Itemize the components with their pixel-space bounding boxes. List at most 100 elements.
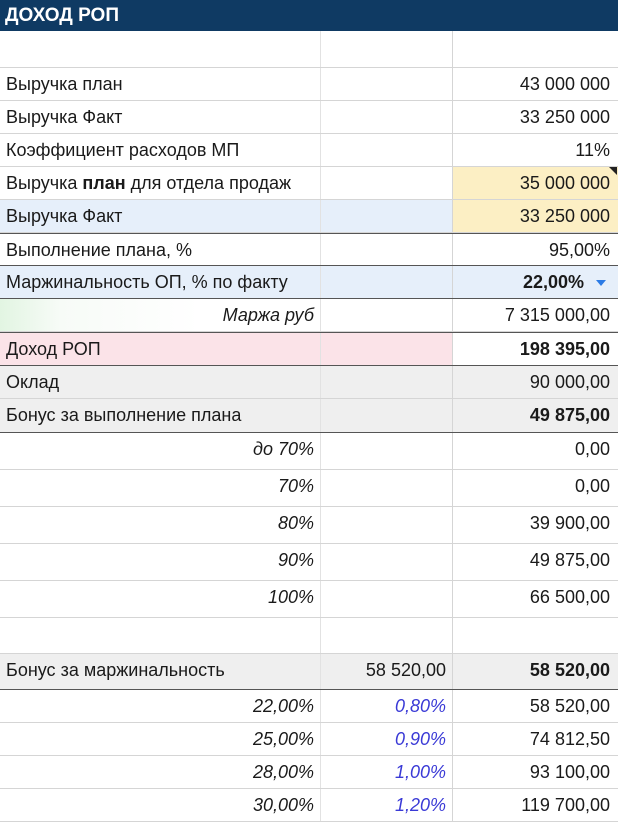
plan-tier-label[interactable]: 70%	[277, 476, 314, 496]
row-margin-pct: Маржинальность ОП, % по факту 22,00%	[0, 266, 618, 299]
margin-tier-rate[interactable]: 1,00%	[320, 756, 452, 788]
plan-tier-value[interactable]: 0,00	[452, 433, 618, 469]
margin-tier-row: 22,00% 0,80% 58 520,00	[0, 690, 618, 723]
margin-tier-label[interactable]: 28,00%	[252, 762, 314, 782]
revenue-plan-label[interactable]: Выручка план	[6, 74, 123, 94]
plan-tier-label[interactable]: до 70%	[253, 439, 314, 459]
cell[interactable]	[320, 266, 452, 298]
revenue-fact-label[interactable]: Выручка Факт	[6, 107, 123, 127]
row-revenue-fact-2: Выручка Факт 33 250 000	[0, 200, 618, 233]
plan-bonus-label[interactable]: Бонус за выполнение плана	[6, 405, 242, 425]
row-plan-exec: Выполнение плана, % 95,00%	[0, 233, 618, 266]
cell[interactable]	[320, 31, 452, 67]
salary-value[interactable]: 90 000,00	[452, 366, 618, 398]
margin-tier-value[interactable]: 119 700,00	[452, 789, 618, 821]
row-margin-bonus: Бонус за маржинальность 58 520,00 58 520…	[0, 654, 618, 690]
sales-plan-label[interactable]: Выручка план для отдела продаж	[0, 167, 320, 199]
cell[interactable]	[320, 618, 452, 653]
cell[interactable]	[452, 31, 618, 67]
margin-tier-rate[interactable]: 0,90%	[320, 723, 452, 755]
revenue-fact-2-value[interactable]: 33 250 000	[452, 200, 618, 232]
plan-tier-row: 80% 39 900,00	[0, 507, 618, 544]
margin-tier-label[interactable]: 22,00%	[252, 696, 314, 716]
plan-tier-row: 70% 0,00	[0, 470, 618, 507]
salary-label[interactable]: Оклад	[6, 372, 60, 392]
margin-pct-dropdown[interactable]: 22,00%	[452, 266, 618, 298]
cell[interactable]	[320, 333, 452, 365]
cell[interactable]	[320, 200, 452, 232]
sales-plan-label-pre: Выручка	[6, 173, 83, 193]
margin-tier-value[interactable]: 58 520,00	[452, 690, 618, 722]
plan-exec-label[interactable]: Выполнение плана, %	[6, 240, 192, 260]
sales-plan-value[interactable]: 35 000 000	[452, 167, 618, 199]
cell[interactable]	[320, 68, 452, 100]
plan-tier-label[interactable]: 90%	[277, 550, 314, 570]
row-salary: Оклад 90 000,00	[0, 366, 618, 399]
margin-tier-rate[interactable]: 1,20%	[320, 789, 452, 821]
margin-tier-row: 25,00% 0,90% 74 812,50	[0, 723, 618, 756]
margin-bonus-label[interactable]: Бонус за маржинальность	[6, 660, 225, 680]
comment-marker-icon	[609, 167, 617, 175]
plan-tier-label[interactable]: 100%	[267, 587, 314, 607]
revenue-plan-value[interactable]: 43 000 000	[452, 68, 618, 100]
margin-bonus-value[interactable]: 58 520,00	[452, 654, 618, 689]
margin-tier-value[interactable]: 93 100,00	[452, 756, 618, 788]
cell[interactable]	[0, 31, 320, 67]
cell[interactable]	[320, 581, 452, 617]
sales-plan-label-post: для отдела продаж	[125, 173, 291, 193]
plan-tier-label[interactable]: 80%	[277, 513, 314, 533]
margin-tier-rate[interactable]: 0,80%	[320, 690, 452, 722]
plan-bonus-value[interactable]: 49 875,00	[452, 399, 618, 432]
margin-bonus-mid-value[interactable]: 58 520,00	[320, 654, 452, 689]
cell[interactable]	[320, 507, 452, 543]
sales-plan-label-bold: план	[82, 173, 126, 193]
margin-rub-label[interactable]: Маржа руб	[222, 305, 314, 325]
revenue-fact-value[interactable]: 33 250 000	[452, 101, 618, 133]
plan-exec-value[interactable]: 95,00%	[452, 234, 618, 265]
cell[interactable]	[320, 544, 452, 580]
rop-income-label[interactable]: Доход РОП	[6, 339, 101, 359]
plan-tier-row: 90% 49 875,00	[0, 544, 618, 581]
cell[interactable]	[320, 299, 452, 331]
plan-tier-value[interactable]: 66 500,00	[452, 581, 618, 617]
cell[interactable]	[320, 101, 452, 133]
mp-coef-label[interactable]: Коэффициент расходов МП	[6, 140, 240, 160]
revenue-fact-2-label[interactable]: Выручка Факт	[6, 206, 123, 226]
row-mp-coef: Коэффициент расходов МП 11%	[0, 134, 618, 167]
margin-tier-label[interactable]: 30,00%	[252, 795, 314, 815]
rop-income-value[interactable]: 198 395,00	[452, 333, 618, 365]
cell[interactable]	[320, 234, 452, 265]
cell[interactable]	[320, 366, 452, 398]
margin-pct-label[interactable]: Маржинальность ОП, % по факту	[6, 272, 288, 292]
plan-tier-row: 100% 66 500,00	[0, 581, 618, 618]
plan-tier-value[interactable]: 39 900,00	[452, 507, 618, 543]
margin-tier-row: 28,00% 1,00% 93 100,00	[0, 756, 618, 789]
row-margin-rub: Маржа руб 7 315 000,00	[0, 299, 618, 332]
plan-tier-value[interactable]: 0,00	[452, 470, 618, 506]
row-revenue-plan: Выручка план 43 000 000	[0, 68, 618, 101]
margin-tier-label[interactable]: 25,00%	[252, 729, 314, 749]
chevron-down-icon[interactable]	[596, 280, 606, 287]
cell[interactable]	[0, 618, 320, 653]
margin-tier-value[interactable]: 74 812,50	[452, 723, 618, 755]
row-revenue-fact: Выручка Факт 33 250 000	[0, 101, 618, 134]
empty-row	[0, 618, 618, 654]
sales-plan-value-text: 35 000 000	[519, 173, 610, 193]
cell[interactable]	[452, 618, 618, 653]
cell[interactable]	[320, 134, 452, 166]
empty-row	[0, 31, 618, 68]
row-plan-bonus: Бонус за выполнение плана 49 875,00	[0, 399, 618, 433]
margin-pct-value: 22,00%	[522, 272, 584, 292]
plan-tier-row: до 70% 0,00	[0, 433, 618, 470]
margin-rub-value[interactable]: 7 315 000,00	[452, 299, 618, 331]
row-sales-plan: Выручка план для отдела продаж 35 000 00…	[0, 167, 618, 200]
cell[interactable]	[320, 433, 452, 469]
mp-coef-value[interactable]: 11%	[452, 134, 618, 166]
margin-tier-row: 30,00% 1,20% 119 700,00	[0, 789, 618, 822]
cell[interactable]	[320, 399, 452, 432]
plan-tier-value[interactable]: 49 875,00	[452, 544, 618, 580]
cell[interactable]	[320, 167, 452, 199]
sheet-title: ДОХОД РОП	[0, 0, 618, 31]
cell[interactable]	[320, 470, 452, 506]
